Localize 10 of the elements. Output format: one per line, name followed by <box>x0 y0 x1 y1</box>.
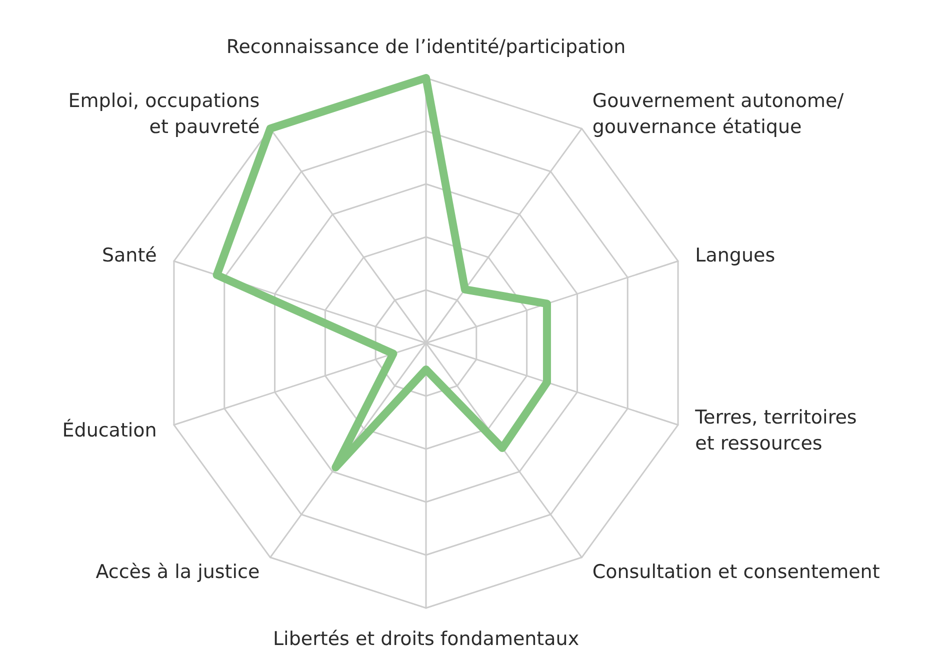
spoke-label: Terres, territoires et ressources <box>694 406 857 454</box>
spoke-label: Libertés et droits fondamentaux <box>272 628 580 650</box>
spoke-label: Emploi, occupations et pauvreté <box>68 90 260 138</box>
spoke-label: Reconnaissance de l’identité/participation <box>226 36 626 58</box>
spoke-label: Santé <box>102 244 157 267</box>
spoke-label: Langues <box>695 244 776 267</box>
spoke-label: Accès à la justice <box>96 560 260 583</box>
spoke-label: Éducation <box>62 418 157 442</box>
spoke-label: Gouvernement autonome/ gouvernance étatique <box>592 90 844 138</box>
spoke-label: Consultation et consentement <box>592 560 880 583</box>
